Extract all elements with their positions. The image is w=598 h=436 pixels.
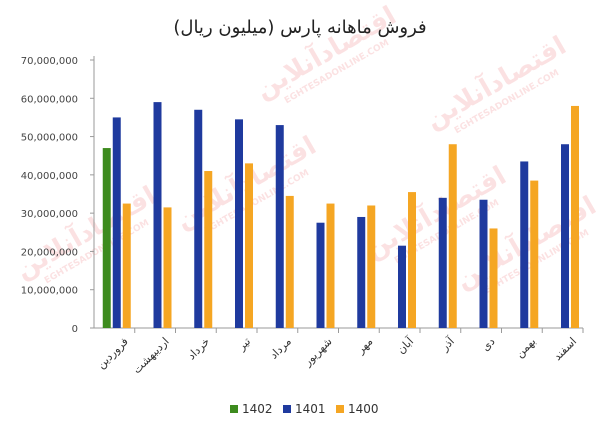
bar-1400-5 (285, 195, 294, 328)
bar-1401-8 (398, 245, 406, 328)
legend-item-1401: 1401 (283, 402, 326, 416)
x-tick-labels: فروردین اردیبهشت خرداد تیر مرداد شهریور مهر آبا… (95, 334, 580, 377)
legend-item-1400: 1400 (336, 402, 379, 416)
bar-1401-5 (275, 125, 284, 328)
legend-swatch (283, 405, 291, 413)
x-tick-label: اردیبهشت (130, 335, 171, 376)
bar-1400-3 (204, 171, 213, 328)
y-tick-label: 30,000,000 (21, 209, 78, 220)
legend-label: 1400 (348, 402, 379, 416)
legend: 1402 1401 1400 (230, 402, 379, 416)
chart-title: فروش ماهانه پارس (میلیون ریال) (173, 17, 426, 38)
y-axis: 0 10,000,000 20,000,000 30,000,000 40,000,00… (21, 56, 95, 335)
bar-1401-1 (112, 117, 121, 328)
x-tick-label: آبان (394, 334, 417, 357)
bar-1400-4 (245, 163, 253, 328)
legend-swatch (336, 405, 344, 413)
bar-1400-11 (530, 180, 539, 328)
y-tick-label: 70,000,000 (21, 56, 78, 67)
y-tick-label: 40,000,000 (21, 171, 78, 182)
bar-1401-11 (520, 161, 529, 328)
y-tick-label: 20,000,000 (21, 247, 78, 258)
x-tick-label: شهریور (300, 335, 334, 369)
legend-label: 1401 (295, 402, 326, 416)
bar-1400-1 (122, 203, 131, 328)
bar-1402-1 (102, 148, 111, 328)
bar-1400-6 (326, 203, 335, 328)
x-tick-label: تیر (234, 335, 253, 354)
bar-1400-7 (367, 205, 376, 328)
bar-1401-10 (479, 199, 488, 328)
bar-1400-8 (408, 192, 416, 328)
x-tick-label: مهر (353, 335, 375, 357)
legend-swatch (230, 405, 238, 413)
y-tick-label: 0 (72, 324, 78, 335)
bar-1401-7 (357, 216, 366, 328)
bar-1401-2 (153, 102, 162, 328)
bar-1401-9 (438, 197, 447, 328)
y-tick-label: 10,000,000 (21, 286, 78, 297)
x-tick-label: اسفند (551, 335, 579, 363)
x-tick-label: خرداد (185, 335, 212, 362)
bar-1401-12 (561, 144, 569, 328)
bar-1400-10 (489, 228, 498, 328)
x-tick-label: دی (479, 335, 498, 354)
x-tick-label: آذر (437, 334, 458, 355)
bar-1401-3 (194, 109, 203, 329)
bar-1400-2 (163, 207, 172, 328)
y-tick-label: 60,000,000 (21, 94, 78, 105)
bar-1400-9 (448, 144, 457, 328)
bars (102, 102, 579, 329)
x-tick-label: فروردین (95, 335, 131, 371)
bar-1401-4 (235, 119, 243, 328)
bar-1400-12 (571, 105, 579, 328)
x-axis (94, 327, 584, 333)
x-tick-label: بهمن (513, 335, 538, 360)
legend-label: 1402 (242, 402, 273, 416)
y-tick-label: 50,000,000 (21, 133, 78, 144)
legend-item-1402: 1402 (230, 402, 273, 416)
x-tick-label: مرداد (267, 335, 294, 362)
bar-1401-6 (316, 222, 325, 328)
